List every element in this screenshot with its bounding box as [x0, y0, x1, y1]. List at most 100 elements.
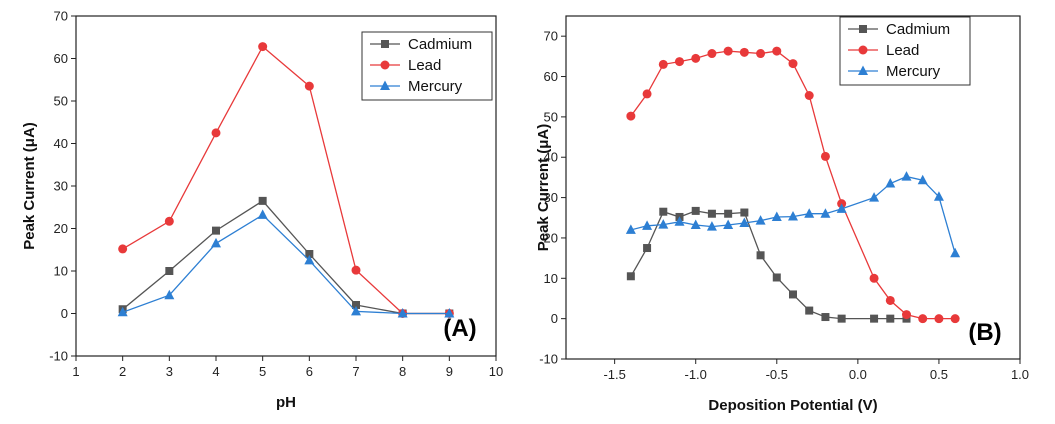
data-point-lead: [756, 49, 766, 59]
data-point-cadmium: [691, 206, 700, 215]
data-point-cadmium: [740, 208, 749, 217]
data-point-mercury: [739, 217, 750, 228]
data-point-mercury: [117, 306, 128, 317]
legend-marker-lead: [380, 60, 390, 70]
data-point-cadmium: [805, 306, 814, 315]
y-tick-label: -10: [539, 352, 558, 367]
data-point-cadmium: [305, 250, 314, 258]
data-point-cadmium: [258, 196, 267, 205]
y-tick-label: 10: [54, 264, 68, 279]
data-point-cadmium: [789, 290, 797, 299]
data-point-mercury: [304, 254, 315, 265]
y-tick-label: 30: [544, 190, 558, 205]
x-tick-label: 8: [399, 364, 406, 379]
x-axis-label: pH: [276, 394, 296, 411]
data-point-mercury: [257, 209, 268, 219]
x-tick-label: 1: [72, 364, 79, 379]
chart-b: -1.5 -1.0 -0.5 0.0 0.5 1.0 -10 0 10 20 30 40 50 60 70 D…: [535, 15, 1029, 414]
data-point-lead: [642, 89, 652, 99]
data-point-mercury: [771, 211, 782, 221]
y-tick-label: 40: [544, 150, 558, 165]
series-line-mercury: [122, 214, 450, 315]
data-point-mercury: [706, 221, 717, 231]
data-point-mercury: [690, 219, 701, 230]
data-point-lead: [902, 310, 911, 320]
y-axis-label: Peak Current (μA): [21, 122, 38, 250]
x-axis-label: Deposition Potential (V): [708, 397, 877, 414]
legend: Cadmium Lead Mercury: [839, 16, 971, 86]
legend-marker-mercury: [380, 80, 390, 90]
x-tick-label: -1.0: [685, 367, 707, 382]
y-tick-label: 50: [544, 109, 558, 124]
legend-label-mercury: Mercury: [886, 63, 941, 80]
data-point-lead: [658, 59, 668, 69]
y-tick-label: -10: [49, 349, 68, 364]
data-point-lead: [626, 111, 636, 121]
y-tick-label: 0: [61, 306, 68, 321]
x-tick-label: 0.5: [930, 367, 948, 382]
data-point-mercury: [723, 219, 734, 230]
data-point-mercury: [642, 220, 653, 230]
data-point-mercury: [397, 308, 408, 318]
data-point-lead: [304, 81, 314, 91]
data-point-cadmium: [212, 226, 220, 235]
data-point-lead: [820, 151, 830, 161]
legend-label-cadmium: Cadmium: [886, 21, 950, 38]
data-point-mercury: [933, 191, 944, 201]
series-cadmium: [118, 196, 454, 318]
x-tick-label: 9: [446, 364, 453, 379]
data-point-lead: [934, 314, 944, 324]
y-tick-label: 20: [544, 230, 558, 245]
x-tick-label: 4: [212, 364, 219, 379]
data-point-mercury: [901, 171, 912, 181]
data-point-lead: [723, 46, 733, 56]
data-point-cadmium: [821, 313, 830, 322]
y-tick-label: 60: [54, 51, 68, 66]
data-point-cadmium: [659, 207, 668, 216]
data-point-cadmium: [837, 314, 846, 323]
legend-label-cadmium: Cadmium: [408, 36, 472, 53]
data-point-lead: [918, 314, 928, 324]
legend: Cadmium Lead Mercury: [361, 31, 493, 101]
y-tick-label: 40: [54, 136, 68, 151]
data-point-lead: [118, 244, 128, 254]
data-point-lead: [211, 128, 221, 138]
legend-label-mercury: Mercury: [408, 78, 463, 95]
data-point-mercury: [164, 289, 175, 300]
x-tick-label: 2: [119, 364, 126, 379]
x-tick-label: -0.5: [766, 367, 788, 382]
data-point-cadmium: [165, 267, 174, 275]
x-tick-label: 3: [166, 364, 173, 379]
data-point-lead: [772, 46, 782, 56]
data-point-lead: [258, 42, 268, 52]
data-point-mercury: [351, 305, 361, 316]
data-point-lead: [707, 49, 717, 59]
legend-marker-cadmium: [859, 25, 867, 33]
legend-marker-lead: [858, 45, 868, 55]
data-point-lead: [885, 295, 895, 305]
y-tick-label: 50: [54, 94, 68, 109]
data-point-mercury: [658, 219, 669, 229]
plot-frame: [565, 15, 1021, 360]
data-point-mercury: [885, 177, 896, 188]
legend-marker-cadmium: [381, 40, 389, 48]
x-tick-label: 6: [306, 364, 313, 379]
x-tick-label: -1.5: [603, 367, 625, 382]
data-point-lead: [869, 273, 879, 283]
data-point-cadmium: [772, 273, 781, 282]
data-point-lead: [950, 314, 960, 324]
data-point-lead: [804, 90, 814, 100]
data-point-mercury: [788, 211, 798, 221]
data-point-lead: [691, 53, 701, 63]
x-tick-label: 7: [352, 364, 359, 379]
chart-a: 1 2 3 4 5 6 7 8 9 10 -10 0 10 20 30 40 50 60 70 pH Peak Curr…: [21, 9, 503, 412]
series-line-cadmium: [122, 200, 450, 315]
data-point-mercury: [444, 308, 455, 318]
data-point-cadmium: [626, 272, 635, 281]
data-point-lead: [788, 59, 798, 69]
series-lead: [626, 46, 960, 324]
panel-label: (B): [968, 319, 1001, 346]
legend-label-lead: Lead: [408, 57, 441, 74]
data-point-mercury: [950, 247, 961, 258]
